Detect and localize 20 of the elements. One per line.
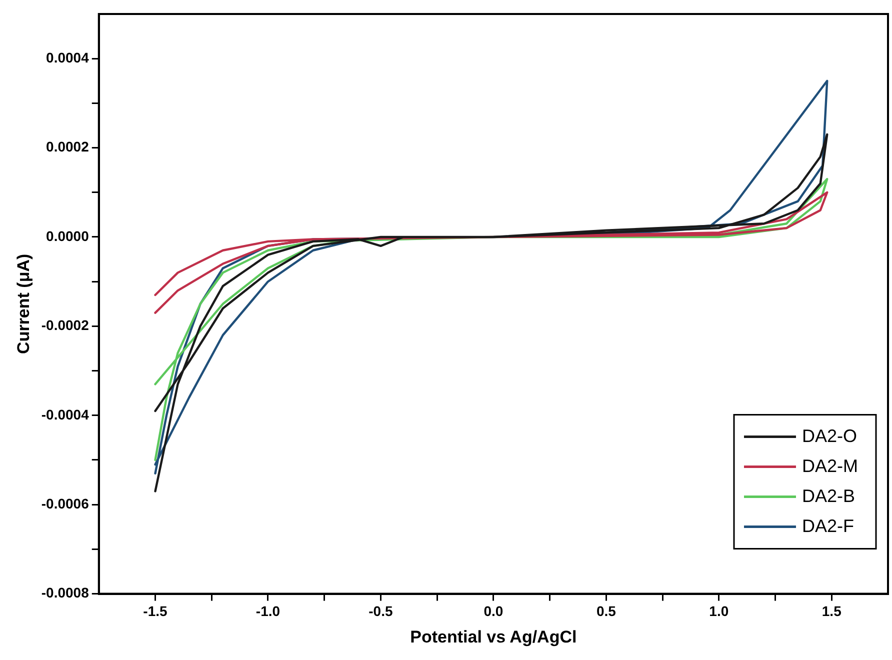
y-tick-label: 0.0002 xyxy=(46,138,90,155)
x-tick-label: -0.5 xyxy=(368,603,393,620)
legend-label: DA2-M xyxy=(802,456,858,476)
x-tick-label: -1.5 xyxy=(143,603,168,620)
x-tick-label: 0.0 xyxy=(484,603,504,620)
x-tick-label: 0.5 xyxy=(596,603,616,620)
x-tick-label: 1.0 xyxy=(709,603,729,620)
x-axis-title: Potential vs Ag/AgCl xyxy=(410,627,577,646)
legend-label: DA2-F xyxy=(802,516,854,536)
y-tick-label: 0.0004 xyxy=(46,49,90,66)
y-tick-label: -0.0004 xyxy=(41,406,90,422)
y-tick-label: 0.0000 xyxy=(46,228,90,244)
y-tick-label: -0.0002 xyxy=(41,317,90,334)
x-tick-label: -1.0 xyxy=(256,603,280,620)
x-tick-label: 1.5 xyxy=(822,603,842,620)
y-tick-label: -0.0006 xyxy=(41,495,90,512)
y-tick-label: -0.0008 xyxy=(41,584,90,601)
y-axis-title: Current (μA) xyxy=(14,254,33,354)
legend-label: DA2-O xyxy=(802,426,858,446)
legend-label: DA2-B xyxy=(802,486,856,506)
